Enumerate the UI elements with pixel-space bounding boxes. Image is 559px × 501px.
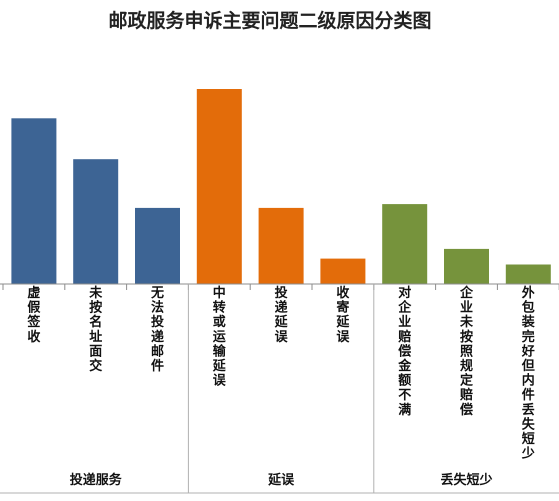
- category-label: 外包装完好但内件丢失短少: [521, 285, 536, 462]
- bar-2-0: [382, 204, 428, 285]
- category-label: 投递延误: [274, 285, 289, 345]
- bar-0-0: [11, 118, 57, 285]
- bar-2-2: [505, 264, 551, 284]
- bar-0-1: [73, 159, 119, 284]
- category-labels-layer: 虚假签收 未按名址面交 无法投递邮件 中转或运输延误 投递延误 收寄延误 对企业赔偿金额不满…: [26, 285, 535, 462]
- group-label: 延误: [267, 472, 295, 488]
- bars-layer: [11, 89, 551, 285]
- category-label: 中转或运输延误: [212, 285, 227, 389]
- chart-title: 邮政服务申诉主要问题二级原因分类图: [108, 9, 431, 32]
- bar-1-2: [320, 258, 366, 284]
- category-label: 企业未按照规定赔偿: [459, 285, 474, 418]
- category-label: 对企业赔偿金额不满: [397, 285, 412, 418]
- bar-1-1: [258, 207, 304, 284]
- category-label: 收寄延误: [335, 285, 350, 345]
- bar-1-0: [196, 89, 242, 284]
- category-label: 虚假签收: [26, 285, 41, 345]
- group-label: 丢失短少: [440, 472, 492, 488]
- group-label: 投递服务: [70, 472, 123, 488]
- bar-0-2: [135, 207, 180, 284]
- category-label: 未按名址面交: [88, 285, 103, 374]
- category-label: 无法投递邮件: [150, 286, 164, 374]
- group-labels-layer: 投递服务 延误 丢失短少: [70, 472, 493, 488]
- axes-layer: [0, 283, 559, 494]
- bar-2-1: [444, 248, 489, 284]
